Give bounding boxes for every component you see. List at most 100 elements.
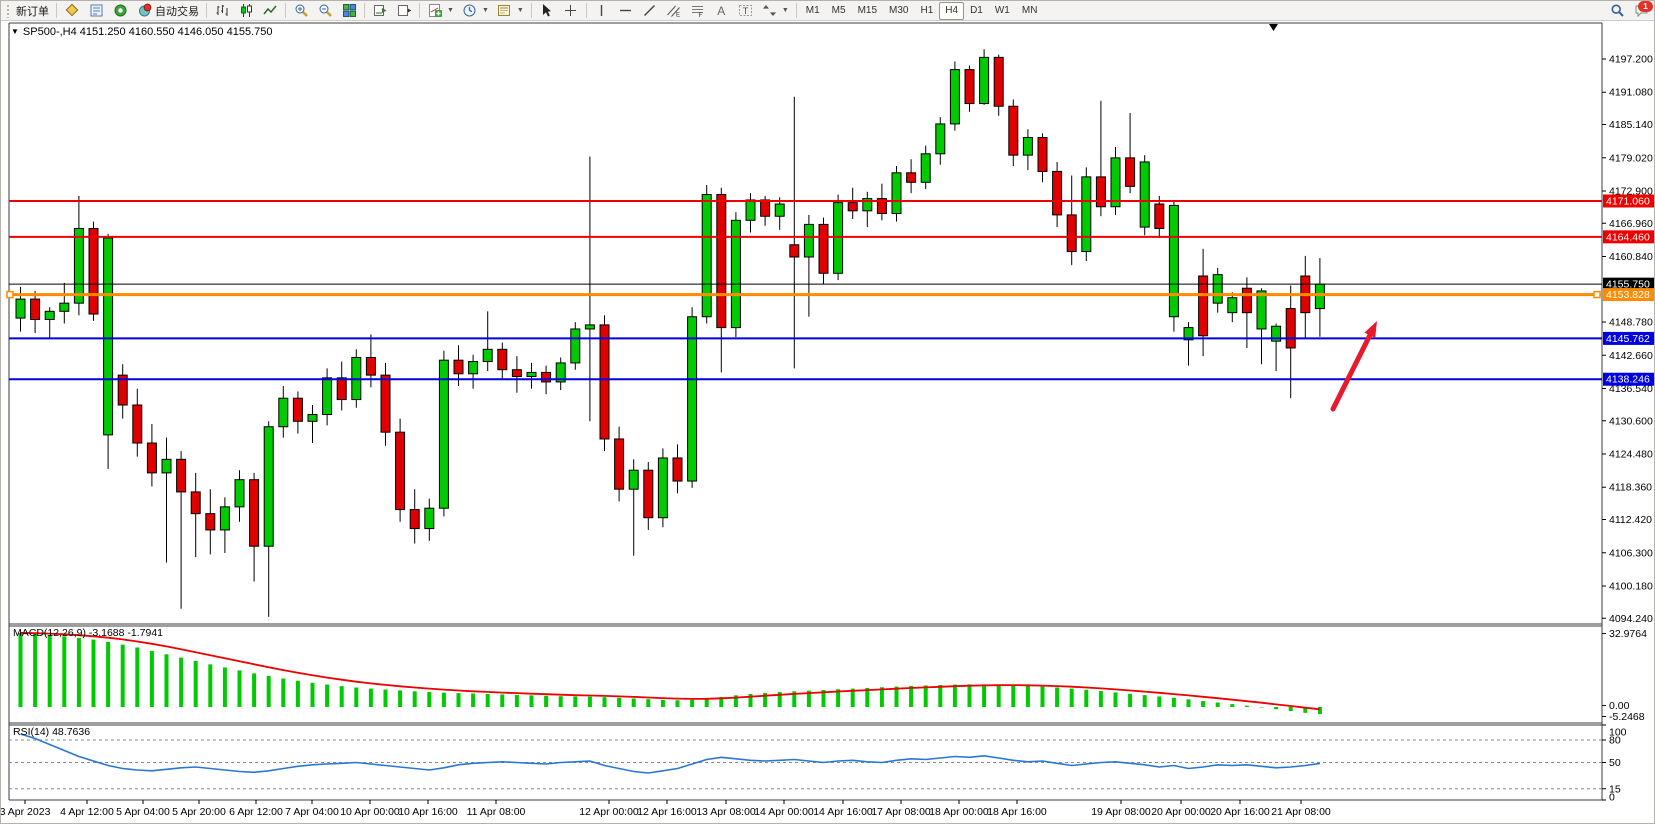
chevron-down-icon: ▼ [516,7,524,14]
price-tick-label: 4160.840 [1609,251,1653,263]
resistance-line-2[interactable]: 4164.460 [9,230,1654,244]
chart-shift-marker[interactable] [1269,24,1278,31]
toolbar-grip[interactable] [6,3,10,18]
orange-line[interactable]: 4153.828 [6,288,1654,302]
macd-scale-label: 32.9764 [1609,628,1647,640]
resistance-line-1[interactable]: 4171.060 [9,194,1654,208]
candle [1183,322,1194,366]
candle [146,424,157,487]
candlestick-chart-icon[interactable] [234,1,258,20]
market-watch-icon [64,3,80,19]
toolbar-separator [585,3,587,18]
timeframe-button-mn[interactable]: MN [1021,5,1038,16]
price-badge-label: 4171.060 [1606,195,1650,207]
support-line-2[interactable]: 4138.246 [9,372,1654,386]
zoom-out-icon[interactable] [313,1,337,20]
current-price-line[interactable]: 4155.750 [9,277,1654,291]
timeframe-button-m30[interactable]: M30 [889,5,909,16]
periods-icon[interactable]: ▼ [458,1,493,20]
autotrading-button[interactable]: 自动交易 [132,1,203,20]
candle [482,311,493,372]
timeframe-button-m5[interactable]: M5 [831,5,846,16]
price-tick-label: 4100.180 [1609,580,1653,592]
candle [847,187,858,219]
candle [687,307,698,488]
data-window-icon[interactable] [84,1,108,20]
candle [876,183,887,221]
fibonacci-icon[interactable]: F [686,1,710,20]
fibonacci-icon: F [690,3,706,19]
text-label-icon[interactable]: T [734,1,758,20]
candle [497,342,508,380]
trendline-icon[interactable] [638,1,662,20]
alerts-icon[interactable]: 1 [1629,1,1653,20]
search-icon [1609,3,1625,19]
channel-icon[interactable]: E [662,1,686,20]
price-tick-label: 4130.600 [1609,415,1653,427]
line-handle[interactable] [6,290,14,299]
cursor-icon [539,3,555,19]
time-axis[interactable]: 3 Apr 2023 4 Apr 12:00 5 Apr 04:00 5 Apr 20… [1,800,1331,818]
price-badge-label: 4164.460 [1606,231,1650,243]
timeframe-button-h4[interactable]: H4 [939,1,965,20]
candle [292,391,303,434]
navigator-icon[interactable] [108,1,132,20]
macd-panel: 32.9764 0.00-5.2468 [18,628,1647,723]
time-tick-label: 14 Apr 16:00 [813,806,873,818]
toolbar-separator [530,3,532,18]
price-tick-label: 4118.360 [1609,482,1652,494]
navigator-icon [112,3,128,19]
market-watch-icon[interactable] [60,1,84,20]
price-tick-label: 4124.480 [1609,449,1653,461]
text-icon[interactable]: A [710,1,734,20]
chart-window[interactable]: 4197.200 4191.080 4185.140 4179.020 4172.900… [1,21,1654,823]
time-tick-label: 10 Apr 16:00 [398,806,458,818]
line-handle[interactable] [1593,290,1601,299]
line-chart-icon [262,3,278,19]
templates-icon[interactable]: ▼ [493,1,528,20]
time-tick-label: 10 Apr 00:00 [340,806,400,818]
cursor-icon[interactable] [535,1,559,20]
candle [818,217,829,285]
arrow-annotation[interactable] [1330,321,1377,412]
toolbar-separator [419,3,420,18]
tile-windows-icon[interactable] [337,1,361,20]
candle [234,470,245,522]
arrows-icon[interactable]: ▼ [758,1,793,20]
indicators-icon[interactable]: ▼ [423,1,458,20]
tile-windows-icon [341,3,357,19]
timeframe-button-w1[interactable]: W1 [994,5,1010,16]
timeframe-button-m1[interactable]: M1 [805,5,820,16]
candle [628,459,639,556]
rsi-scale-label: 80 [1609,735,1621,747]
candle [599,315,610,452]
timeframe-button-d1[interactable]: D1 [970,5,983,16]
candle [380,362,391,446]
vertical-line-icon[interactable] [590,1,614,20]
candlestick-chart-icon [238,3,254,19]
candle [1227,292,1238,323]
time-tick-label: 3 Apr 2023 [1,806,51,818]
zoom-in-icon[interactable] [289,1,313,20]
auto-scroll-icon[interactable] [368,1,392,20]
horizontal-line-icon[interactable] [614,1,638,20]
timeframe-button-h1[interactable]: H1 [920,5,934,16]
indicators-icon [427,3,443,19]
support-line-1[interactable]: 4145.762 [9,331,1654,345]
time-tick-label: 5 Apr 04:00 [116,806,170,818]
chevron-down-icon: ▼ [781,7,789,14]
candle [1271,323,1282,372]
search-icon[interactable] [1605,1,1629,20]
trendline-icon [642,3,658,19]
chart-shift-icon [396,3,412,19]
price-badge [1603,331,1654,345]
alerts-count-badge: 1 [1638,1,1653,12]
line-chart-icon[interactable] [258,1,282,20]
chart-shift-icon[interactable] [392,1,416,20]
crosshair-icon[interactable] [559,1,583,20]
new-order-button[interactable]: 新订单 [16,5,49,18]
zoom-out-icon [317,3,333,19]
timeframe-button-m15[interactable]: M15 [857,5,878,16]
bar-chart-icon[interactable] [210,1,234,20]
